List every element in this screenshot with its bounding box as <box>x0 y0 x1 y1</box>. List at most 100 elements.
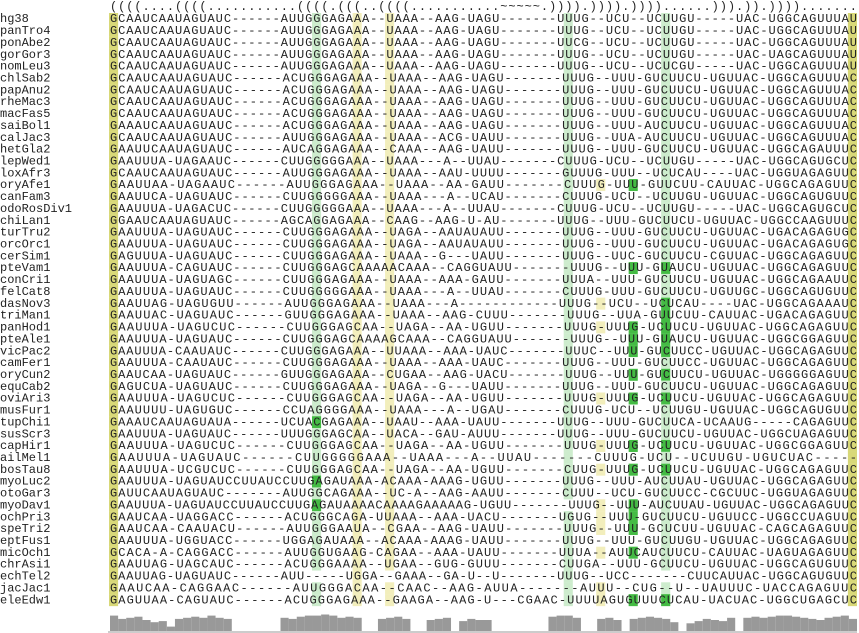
stem-cell <box>596 463 606 476</box>
stem-cell <box>385 297 395 310</box>
pair-cell <box>311 226 322 239</box>
sequence: GAAUUUA-UAGUCUC------CUUGGGAGCAA--UAGA--… <box>110 392 857 406</box>
stem-cell <box>385 392 395 405</box>
species-name: bosTau8 <box>0 463 50 477</box>
conserved-cell <box>847 155 857 168</box>
sequence: GAAUCAA-CAAUACU------AUUGGGAAUA--CGAA--A… <box>110 522 857 536</box>
pair-cell <box>311 594 322 607</box>
species-name: felCat8 <box>0 285 50 299</box>
pair-cell <box>661 345 671 358</box>
conserved-cell <box>847 522 857 535</box>
stem-cell <box>352 345 362 358</box>
pair-cell <box>311 463 322 476</box>
conservation-bar <box>816 620 825 631</box>
pair-cell <box>311 273 322 286</box>
conservation-bar <box>296 616 305 631</box>
conserved-cell <box>847 487 857 500</box>
conserved-cell <box>847 594 857 607</box>
conservation-bar <box>694 621 703 631</box>
sequence: GAAUUUA-UAGUAUCCUUAUCCUUGAGAUAAA-ACAAA-A… <box>110 475 857 489</box>
stem-cell <box>352 428 362 441</box>
pair-cell <box>563 107 573 120</box>
conserved-cell <box>847 451 857 464</box>
conserved-cell <box>847 273 857 286</box>
pair-cell <box>661 451 671 464</box>
stem-cell <box>385 487 395 500</box>
pair-cell <box>661 416 671 429</box>
conserved-cell <box>109 321 119 334</box>
species-name: capHir1 <box>0 439 50 453</box>
conserved-cell <box>109 179 119 192</box>
pair-cell <box>661 238 671 251</box>
conserved-cell <box>847 72 857 85</box>
conserved-cell <box>847 60 857 73</box>
conservation-bar <box>288 618 297 631</box>
stem-cell <box>352 416 362 429</box>
conservation-bar <box>548 616 557 631</box>
conservation-bar <box>792 616 801 631</box>
pair-cell <box>311 534 322 547</box>
sequence: GAGUUUA-UAGUAUC------CUUGGGAGAAA--UAAA--… <box>110 249 857 263</box>
conservation-bar <box>832 616 841 631</box>
pair-cell <box>661 582 671 595</box>
pair-cell <box>563 522 573 535</box>
pair-cell <box>563 60 573 73</box>
sequence: GCAAUCAAUAGUAUC------AUUGGGAGAAA--UAAA--… <box>110 24 857 38</box>
stem-cell <box>385 404 395 417</box>
pair-cell <box>661 594 671 607</box>
stem-cell <box>352 546 362 559</box>
pair-cell <box>628 594 638 607</box>
stem-cell <box>385 72 395 85</box>
sequence: GAAUCAA-UAGUAUC------GUUGGGAGAAA--CUGAA-… <box>110 368 857 382</box>
stem-cell <box>385 546 395 559</box>
stem-cell <box>352 475 362 488</box>
pair-cell <box>311 72 322 85</box>
structure-line: ((((....((((...........((((.(((..((((...… <box>110 0 857 14</box>
conservation-bar <box>718 621 728 631</box>
stem-cell <box>352 96 362 109</box>
conservation-bar <box>191 616 200 631</box>
pair-cell <box>661 463 671 476</box>
stem-cell <box>385 226 395 239</box>
sequence: GAAUUUA-UAGUAUCCUUAUCCUUGAGAUAAAACAAAAGA… <box>110 498 857 512</box>
conservation-bar <box>442 617 452 631</box>
sequence: GAAUUUA-UAGUAUC------UUUGGGAGCAA--UACA--… <box>110 427 857 441</box>
species-name: pteVam1 <box>0 261 50 275</box>
conserved-cell <box>109 214 119 227</box>
conserved-cell <box>847 416 857 429</box>
pair-cell <box>563 392 573 405</box>
sequence: GAAUUUA-UAGUAGC------CUUGGGAGAAA--UAAA--… <box>110 273 857 287</box>
pair-cell <box>628 179 638 192</box>
conserved-cell <box>847 84 857 97</box>
pair-cell <box>661 72 671 85</box>
stem-cell <box>385 582 395 595</box>
pair-cell <box>563 285 573 298</box>
stem-cell <box>352 131 362 144</box>
sequence: GCAAUCAAUAGUAUC------AUUGGGAGAAA--UAAA--… <box>110 36 857 50</box>
species-name: oviAri3 <box>0 392 50 406</box>
conserved-cell <box>109 285 119 298</box>
sequence: GAAUUUA-CAAUAUC------CUUGGGAGAAA--UUAAA-… <box>110 344 857 358</box>
pair-cell <box>661 333 671 346</box>
sequence: GCAAUCAAUAGUAUC------ACUGGGAGAAA--UAAA--… <box>110 95 857 109</box>
conserved-cell <box>847 297 857 310</box>
conservation-bar <box>150 622 159 631</box>
conserved-cell <box>109 155 119 168</box>
pair-cell <box>563 262 573 275</box>
conserved-cell <box>109 368 119 381</box>
pair-cell <box>661 321 671 334</box>
pair-cell <box>311 131 322 144</box>
sequence: GCAAUCAAUAGUAUC------AUUGGGAGAAA--UAAA--… <box>110 166 857 180</box>
stem-cell <box>385 558 395 571</box>
conserved-cell <box>847 392 857 405</box>
pair-cell <box>661 131 671 144</box>
sequence: GAAUUUA-UAGUAUC------CUUGGGAGAAA--UAGA--… <box>110 226 857 240</box>
sequence: GAGUUAA-CAGUAUC------ACUGGGAGAAA--GAAGA-… <box>110 593 857 607</box>
species-name: panHod1 <box>0 321 50 335</box>
pair-cell <box>563 24 573 37</box>
conservation-bar <box>840 615 849 631</box>
pair-cell <box>563 380 573 393</box>
conserved-cell <box>847 13 857 25</box>
species-name: odoRosDiv1 <box>0 202 72 216</box>
species-name: turTru2 <box>0 226 50 240</box>
